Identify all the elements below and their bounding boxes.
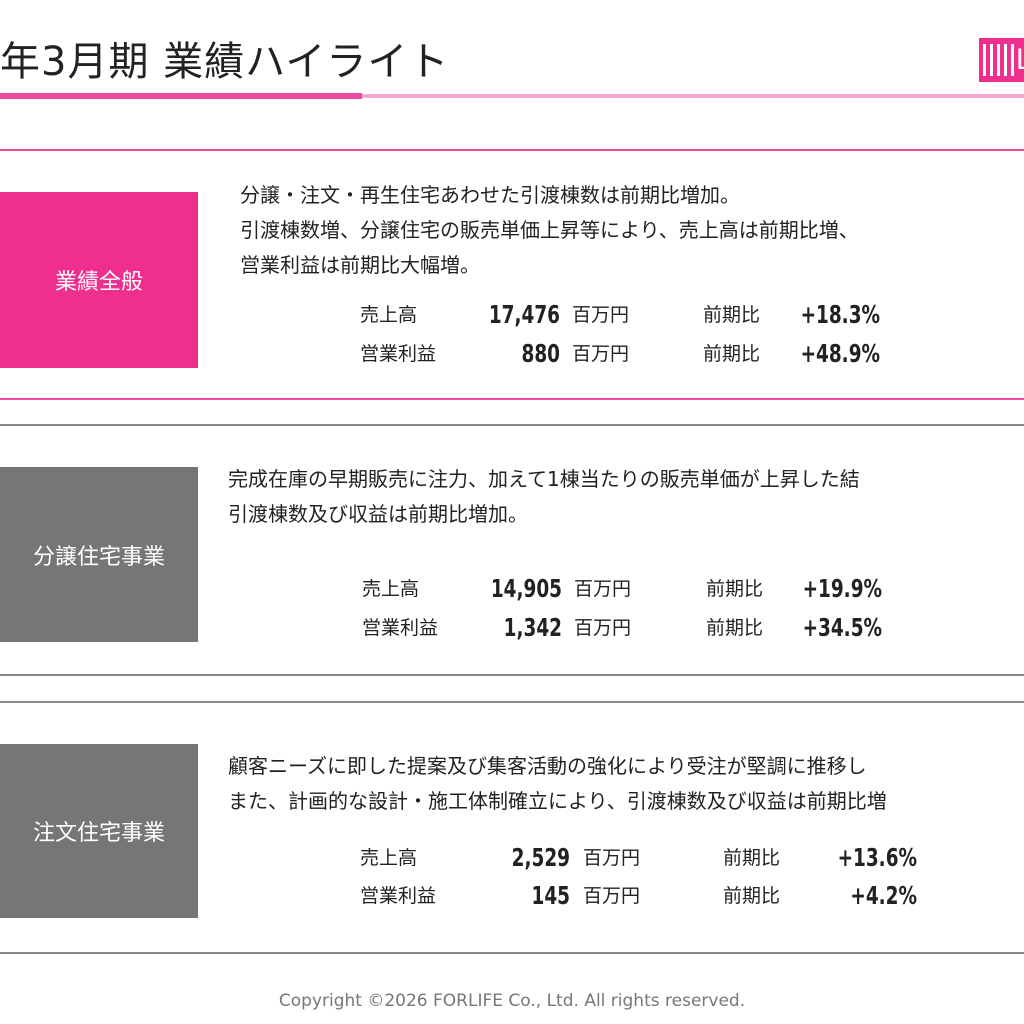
metric-change: +48.9%	[800, 339, 880, 368]
description-line: 分譲・注文・再生住宅あわせた引渡棟数は前期比増加。	[240, 183, 740, 207]
metric-unit: 百万円	[574, 617, 632, 639]
section-description: 分譲・注文・再生住宅あわせた引渡棟数は前期比増加。 引渡棟数増、分譲住宅の販売単…	[240, 178, 859, 283]
description-line: 引渡棟数増、分譲住宅の販売単価上昇等により、売上高は前期比増、	[240, 218, 859, 242]
metric-yoy-label: 前期比	[706, 617, 764, 639]
description-line: 完成在庫の早期販売に注力、加えて1棟当たりの販売単価が上昇した結	[228, 467, 860, 491]
metric-row-operating-income: 営業利益 880 百万円 前期比 +48.9%	[0, 339, 1024, 369]
metric-row-operating-income: 営業利益 145 百万円 前期比 +4.2%	[0, 881, 1024, 911]
section-description: 完成在庫の早期販売に注力、加えて1棟当たりの販売単価が上昇した結 引渡棟数及び収…	[228, 462, 860, 532]
metric-change: +34.5%	[802, 613, 882, 642]
title-underline-accent	[0, 93, 362, 99]
metric-yoy-label: 前期比	[703, 304, 761, 326]
logo-letter: L	[1016, 41, 1024, 79]
page-title: 年3月期 業績ハイライト	[0, 39, 450, 85]
metric-row-operating-income: 営業利益 1,342 百万円 前期比 +34.5%	[0, 613, 1024, 643]
section-label-text: 注文住宅事業	[32, 821, 165, 846]
metric-change: +13.6%	[837, 843, 917, 872]
company-logo: L	[979, 38, 1024, 82]
copyright-footer: Copyright ©2026 FORLIFE Co., Ltd. All ri…	[278, 991, 746, 1011]
metric-unit: 百万円	[583, 847, 641, 869]
metric-row-sales: 売上高 2,529 百万円 前期比 +13.6%	[0, 843, 1024, 873]
metric-value: 14,905	[490, 574, 562, 603]
metric-value: 880	[521, 339, 560, 368]
title-underline	[362, 94, 1024, 98]
metric-value: 1,342	[503, 613, 562, 642]
metric-label: 売上高	[360, 847, 418, 869]
metric-label: 営業利益	[360, 343, 437, 365]
section-divider	[0, 674, 1024, 676]
section-divider	[0, 149, 1024, 151]
metric-unit: 百万円	[572, 343, 630, 365]
section-label-custom-housing: 注文住宅事業	[0, 744, 198, 918]
metric-unit: 百万円	[572, 304, 630, 326]
section-divider	[0, 424, 1024, 426]
metric-yoy-label: 前期比	[723, 847, 781, 869]
metric-change: +18.3%	[800, 300, 880, 329]
metric-label: 営業利益	[360, 885, 437, 907]
metric-row-sales: 売上高 17,476 百万円 前期比 +18.3%	[0, 300, 1024, 330]
metric-label: 売上高	[360, 304, 418, 326]
metric-yoy-label: 前期比	[703, 343, 761, 365]
metric-value: 145	[531, 881, 570, 910]
description-line: 営業利益は前期比大幅増。	[240, 253, 480, 277]
metric-yoy-label: 前期比	[723, 885, 781, 907]
metric-row-sales: 売上高 14,905 百万円 前期比 +19.9%	[0, 574, 1024, 604]
section-label-subdivided-housing: 分譲住宅事業	[0, 467, 198, 642]
section-label-text: 分譲住宅事業	[32, 544, 165, 570]
description-line: 顧客ニーズに即した提案及び集客活動の強化により受注が堅調に推移し	[228, 754, 867, 778]
section-description: 顧客ニーズに即した提案及び集客活動の強化により受注が堅調に推移し また、計画的な…	[228, 749, 887, 819]
metric-change: +4.2%	[850, 881, 917, 910]
section-divider	[0, 952, 1024, 954]
metric-yoy-label: 前期比	[706, 578, 764, 600]
metric-label: 売上高	[362, 578, 420, 600]
section-label-text: 業績全般	[54, 270, 143, 295]
description-line: 引渡棟数及び収益は前期比増加。	[228, 502, 528, 526]
section-label-overall: 業績全般	[0, 192, 198, 368]
section-divider	[0, 398, 1024, 400]
metric-change: +19.9%	[802, 574, 882, 603]
description-line: また、計画的な設計・施工体制確立により、引渡棟数及び収益は前期比増	[228, 789, 887, 813]
metric-value: 2,529	[511, 843, 570, 872]
metric-value: 17,476	[488, 300, 560, 329]
metric-label: 営業利益	[362, 617, 439, 639]
section-divider	[0, 701, 1024, 703]
metric-unit: 百万円	[583, 885, 641, 907]
metric-unit: 百万円	[574, 578, 632, 600]
